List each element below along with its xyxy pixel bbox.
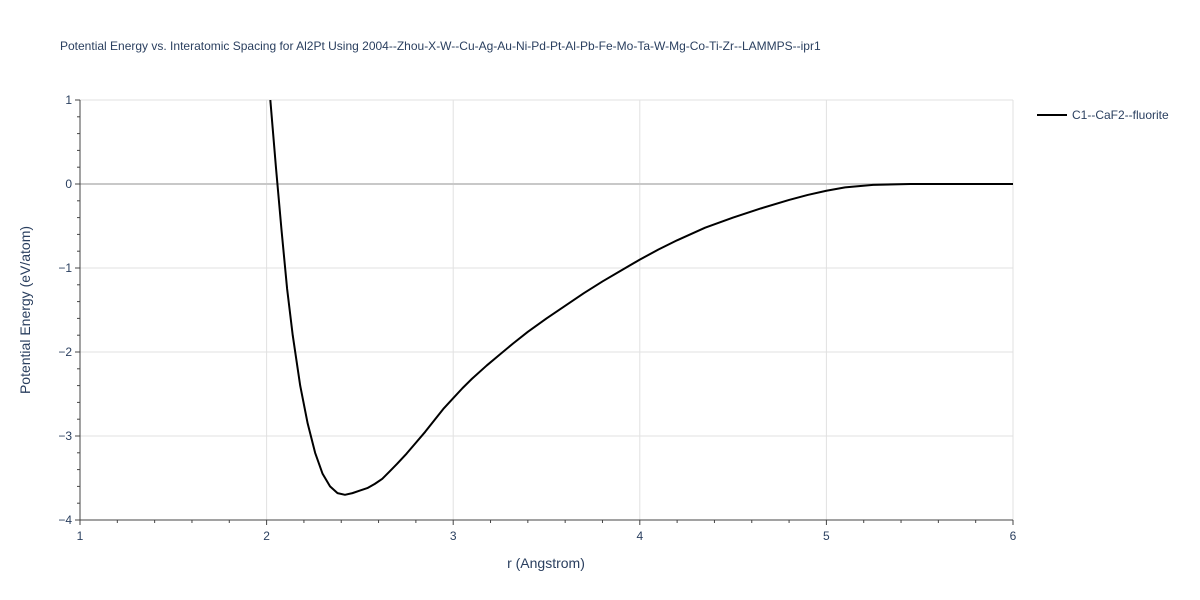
x-tick-label: 2 (263, 529, 270, 543)
y-tick-label: 1 (65, 93, 72, 107)
series-lines (269, 100, 1013, 496)
x-tick-label: 3 (450, 529, 457, 543)
y-tick-label: −1 (58, 261, 72, 275)
tick-labels: 1 2 3 4 5 6 1 0 −1 −2 −3 −4 (58, 93, 1016, 543)
chart-title: Potential Energy vs. Interatomic Spacing… (60, 39, 821, 53)
x-axis-title: r (Angstrom) (507, 555, 585, 571)
y-tick-label: −4 (58, 513, 72, 527)
y-tick-label: −2 (58, 345, 72, 359)
y-tick-label: 0 (65, 177, 72, 191)
axes (75, 99, 1014, 525)
legend[interactable]: C1--CaF2--fluorite (1037, 108, 1169, 122)
x-tick-label: 1 (77, 529, 84, 543)
grid-lines (80, 99, 1014, 520)
legend-label: C1--CaF2--fluorite (1072, 108, 1169, 122)
y-axis-title: Potential Energy (eV/atom) (17, 226, 33, 394)
y-tick-label: −3 (58, 429, 72, 443)
x-tick-label: 4 (636, 529, 643, 543)
series-line (269, 100, 1013, 496)
x-tick-label: 5 (823, 529, 830, 543)
x-tick-label: 6 (1010, 529, 1017, 543)
